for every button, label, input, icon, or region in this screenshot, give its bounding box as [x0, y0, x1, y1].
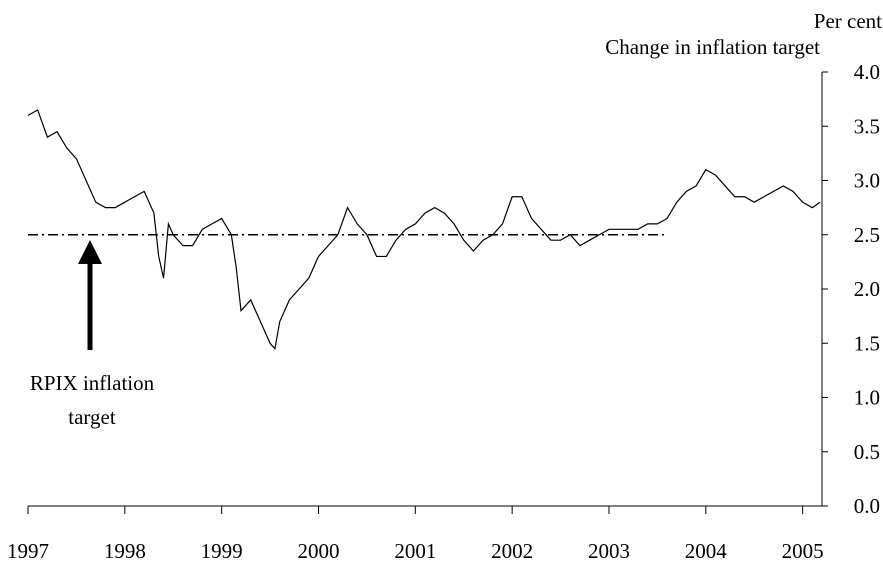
annotation-arrowhead: [78, 240, 102, 264]
y-tick-label: 3.0: [854, 169, 880, 193]
x-tick-label: 2004: [685, 539, 728, 561]
y-tick-label: 1.0: [854, 386, 880, 410]
x-tick-label: 1998: [104, 539, 146, 561]
y-tick-label: 1.5: [854, 331, 880, 355]
chart-title: Change in inflation target: [605, 35, 820, 59]
x-tick-label: 1997: [7, 539, 49, 561]
x-tick-label: 2005: [782, 539, 824, 561]
x-tick-label: 2000: [297, 539, 339, 561]
series-annotation: RPIX inflation target: [30, 371, 155, 429]
y-axis-label: Per cent: [814, 9, 882, 33]
y-tick-label: 3.5: [854, 114, 880, 138]
series-line: [27, 109, 821, 350]
x-tick-label: 2003: [588, 539, 630, 561]
x-tick-label: 1999: [201, 539, 243, 561]
y-tick-label: 2.5: [854, 223, 880, 247]
x-tick-label: 2002: [491, 539, 533, 561]
y-tick-label: 2.0: [854, 277, 880, 301]
x-tick-label: 2001: [394, 539, 436, 561]
y-tick-label: 0.0: [854, 494, 880, 518]
y-tick-label: 0.5: [854, 440, 880, 464]
y-tick-label: 4.0: [854, 60, 880, 84]
